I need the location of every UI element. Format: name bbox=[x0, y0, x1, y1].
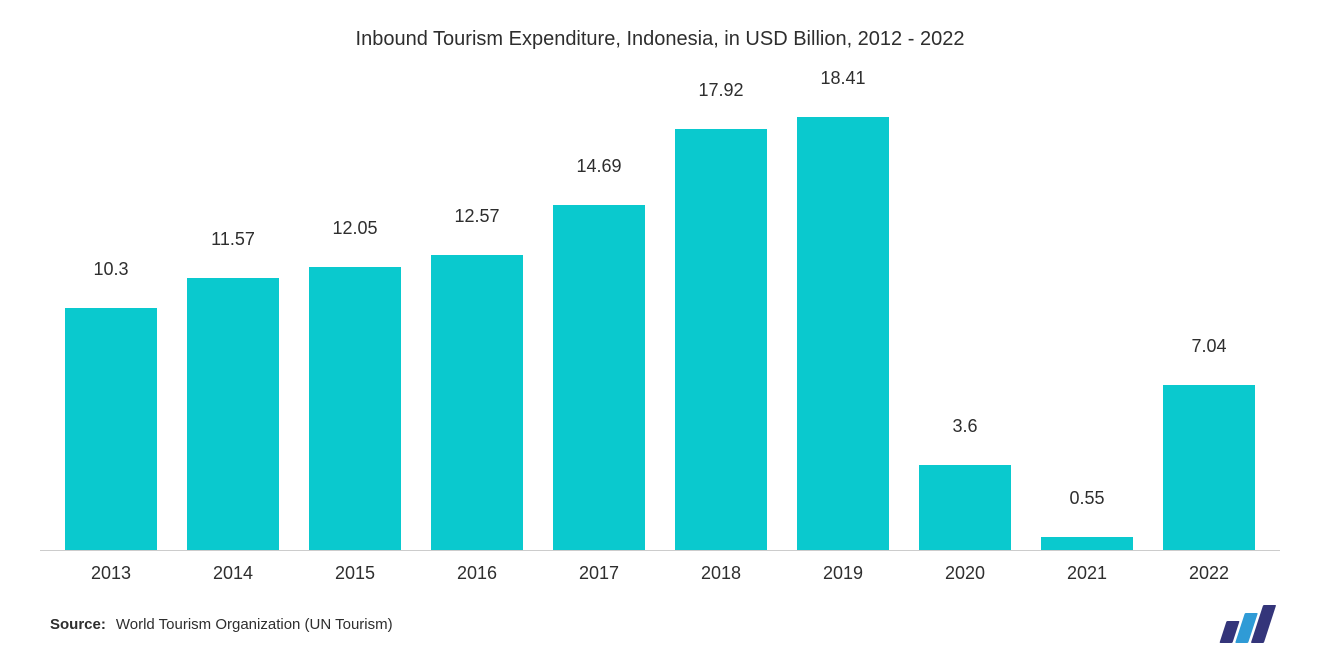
bar-value-label: 12.57 bbox=[416, 206, 538, 227]
bar-group: 14.69 bbox=[538, 81, 660, 550]
bar-value-label: 10.3 bbox=[50, 259, 172, 280]
brand-logo bbox=[1223, 605, 1270, 643]
bar-group: 7.04 bbox=[1148, 81, 1270, 550]
bar bbox=[187, 278, 280, 550]
bar-value-label: 0.55 bbox=[1026, 488, 1148, 509]
bar-value-label: 18.41 bbox=[782, 68, 904, 89]
bar-group: 17.92 bbox=[660, 81, 782, 550]
bar bbox=[553, 205, 646, 550]
x-axis-label: 2014 bbox=[172, 563, 294, 584]
bar bbox=[65, 308, 158, 550]
bar-value-label: 11.57 bbox=[172, 229, 294, 250]
source-text: World Tourism Organization (UN Tourism) bbox=[116, 616, 393, 633]
x-axis-label: 2016 bbox=[416, 563, 538, 584]
bar bbox=[1163, 385, 1256, 550]
bar-group: 10.3 bbox=[50, 81, 172, 550]
x-axis-label: 2019 bbox=[782, 563, 904, 584]
bar-group: 12.57 bbox=[416, 81, 538, 550]
bar-group: 0.55 bbox=[1026, 81, 1148, 550]
source-label: Source: bbox=[50, 616, 106, 633]
bar-value-label: 7.04 bbox=[1148, 336, 1270, 357]
chart-container: Inbound Tourism Expenditure, Indonesia, … bbox=[0, 0, 1320, 665]
logo-bar bbox=[1251, 605, 1276, 643]
x-axis-label: 2021 bbox=[1026, 563, 1148, 584]
chart-title: Inbound Tourism Expenditure, Indonesia, … bbox=[40, 28, 1280, 51]
x-axis-label: 2013 bbox=[50, 563, 172, 584]
x-axis-label: 2022 bbox=[1148, 563, 1270, 584]
bar bbox=[919, 465, 1012, 550]
chart-footer: Source: World Tourism Organization (UN T… bbox=[50, 605, 1270, 643]
bar-group: 12.05 bbox=[294, 81, 416, 550]
bar-value-label: 3.6 bbox=[904, 416, 1026, 437]
bar-group: 11.57 bbox=[172, 81, 294, 550]
bar-value-label: 14.69 bbox=[538, 156, 660, 177]
chart-plot-area: 10.311.5712.0512.57 14.69 17.9218.413.6 0.5… bbox=[40, 81, 1280, 551]
bar-value-label: 12.05 bbox=[294, 218, 416, 239]
x-axis-label: 2020 bbox=[904, 563, 1026, 584]
bar bbox=[797, 117, 890, 550]
bar-value-label: 17.92 bbox=[660, 80, 782, 101]
source-line: Source: World Tourism Organization (UN T… bbox=[50, 616, 393, 633]
x-axis-labels: 2013201420152016201720182019202020212022 bbox=[40, 551, 1280, 584]
bar-group: 3.6 bbox=[904, 81, 1026, 550]
bar-group: 18.41 bbox=[782, 81, 904, 550]
bar bbox=[675, 129, 768, 550]
x-axis-label: 2018 bbox=[660, 563, 782, 584]
x-axis-label: 2015 bbox=[294, 563, 416, 584]
x-axis-label: 2017 bbox=[538, 563, 660, 584]
bar bbox=[431, 255, 524, 550]
bar bbox=[309, 267, 402, 550]
bar bbox=[1041, 537, 1134, 550]
